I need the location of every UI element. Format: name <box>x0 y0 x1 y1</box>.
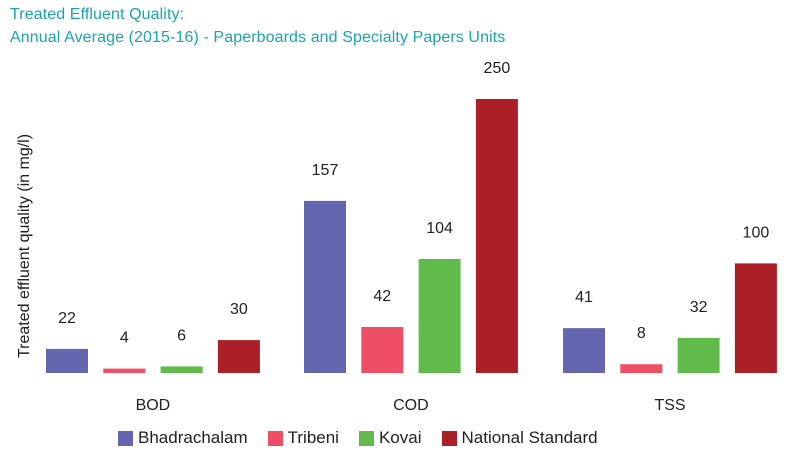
data-label-cod-bhadrachalam: 157 <box>312 162 339 179</box>
data-label-cod-tribeni: 42 <box>373 288 391 305</box>
data-label-cod-kovai: 104 <box>426 220 453 237</box>
bar-tss-tribeni <box>620 364 663 373</box>
data-label-cod-national-standard: 250 <box>484 60 511 77</box>
data-label-tss-bhadrachalam: 41 <box>575 289 593 306</box>
x-tick-label-cod: COD <box>393 397 429 414</box>
bar-tss-kovai <box>677 337 720 373</box>
legend-swatch <box>118 430 133 446</box>
data-label-tss-tribeni: 8 <box>637 325 646 342</box>
data-label-tss-national-standard: 100 <box>743 224 770 241</box>
chart-subtitle: Annual Average (2015-16) - Paperboards a… <box>10 29 506 46</box>
legend-label: Bhadrachalam <box>138 428 248 447</box>
y-axis-label: Treated effluent quality (in mg/l) <box>16 134 33 358</box>
legend: Bhadrachalam Tribeni Kovai National Standar… <box>118 428 598 448</box>
bar-cod-national-standard <box>475 99 518 373</box>
bar-bod-bhadrachalam <box>46 348 88 373</box>
bar-tss-bhadrachalam <box>563 328 605 373</box>
chart-title: Treated Effluent Quality: <box>10 6 185 23</box>
data-label-bod-national-standard: 30 <box>230 301 248 318</box>
legend-item-national-standard: National Standard <box>441 428 598 448</box>
x-tick-label-bod: BOD <box>136 397 171 414</box>
data-label-bod-tribeni: 4 <box>120 330 129 347</box>
data-label-tss-kovai: 32 <box>690 299 708 316</box>
legend-item-tribeni: Tribeni <box>267 428 339 448</box>
bar-bod-kovai <box>160 366 203 373</box>
legend-label: National Standard <box>461 428 598 447</box>
bar-cod-bhadrachalam <box>304 200 346 373</box>
bar-cod-tribeni <box>361 327 404 373</box>
legend-item-bhadrachalam: Bhadrachalam <box>118 428 248 448</box>
legend-item-kovai: Kovai <box>358 428 422 448</box>
legend-swatch <box>441 430 457 446</box>
legend-swatch <box>267 430 283 446</box>
bar-tss-national-standard <box>734 263 777 373</box>
legend-label: Tribeni <box>287 428 339 447</box>
bar-bod-tribeni <box>103 368 146 373</box>
legend-label: Kovai <box>378 428 422 447</box>
data-label-bod-bhadrachalam: 22 <box>58 310 76 327</box>
bar-bod-national-standard <box>217 340 260 373</box>
bar-cod-kovai <box>418 259 461 373</box>
data-label-bod-kovai: 6 <box>177 327 186 344</box>
x-tick-label-tss: TSS <box>654 397 685 414</box>
legend-swatch <box>358 430 374 446</box>
